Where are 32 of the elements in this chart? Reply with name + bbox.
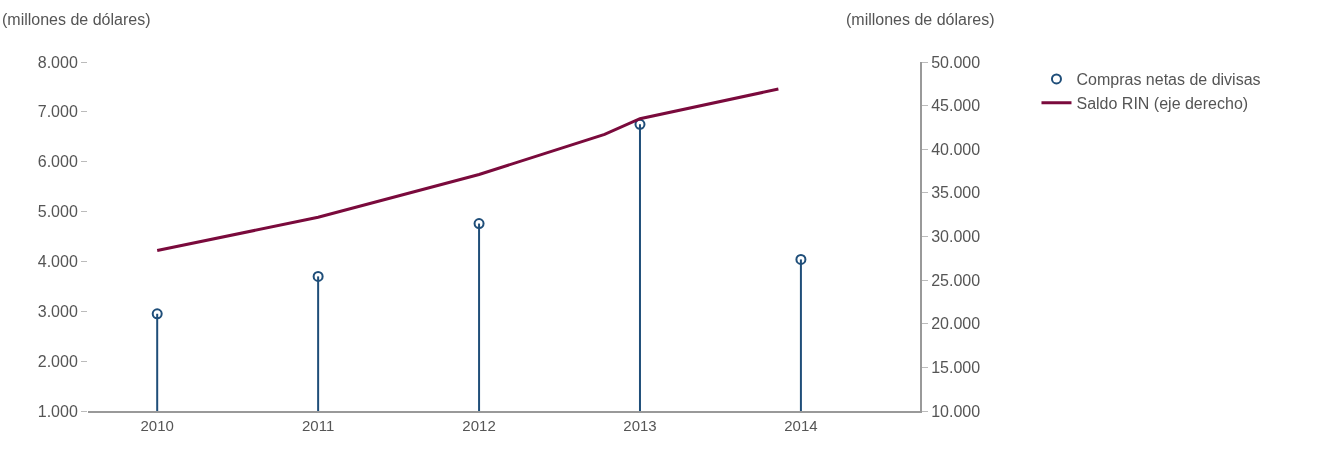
- y-tick-label: 7.000: [37, 103, 78, 121]
- line-series: [155, 87, 780, 252]
- y2-tick-label: 35.000: [931, 184, 981, 202]
- legend-label: Saldo RIN (eje derecho): [1076, 94, 1249, 112]
- y2-tick-label: 45.000: [931, 97, 981, 115]
- point: [312, 270, 324, 282]
- legend-label: Compras netas de divisas: [1076, 71, 1261, 89]
- point: [151, 308, 163, 320]
- x-tick-label: 2010: [140, 417, 174, 434]
- y-tick-label: 3.000: [37, 302, 78, 320]
- y-tick-label: 1.000: [37, 402, 78, 420]
- y2-axis-title: (millones de dólares): [846, 11, 995, 28]
- point: [473, 218, 485, 230]
- y-tick-label: 8.000: [37, 53, 78, 71]
- y2-tick-label: 30.000: [931, 228, 981, 246]
- y2-tick-label: 15.000: [931, 358, 981, 376]
- y2-tick-label: 10.000: [931, 402, 981, 420]
- x-tick-label: 2013: [623, 417, 657, 434]
- y-tick-label: 4.000: [37, 253, 78, 271]
- y-tick-label: 6.000: [37, 153, 78, 171]
- point: [795, 253, 807, 265]
- y2-tick-label: 25.000: [931, 271, 981, 289]
- x-tick-label: 2012: [462, 417, 496, 434]
- y-tick-label: 5.000: [37, 203, 78, 221]
- y2-tick-label: 40.000: [931, 140, 981, 158]
- y-tick-label: 2.000: [37, 352, 78, 370]
- y2-tick-label: 50.000: [931, 53, 981, 71]
- y2-tick-label: 20.000: [931, 315, 981, 333]
- y-axis-title: (millones de dólares): [2, 11, 151, 28]
- x-tick-label: 2014: [784, 417, 818, 434]
- x-tick-label: 2011: [302, 417, 335, 434]
- point: [634, 118, 646, 130]
